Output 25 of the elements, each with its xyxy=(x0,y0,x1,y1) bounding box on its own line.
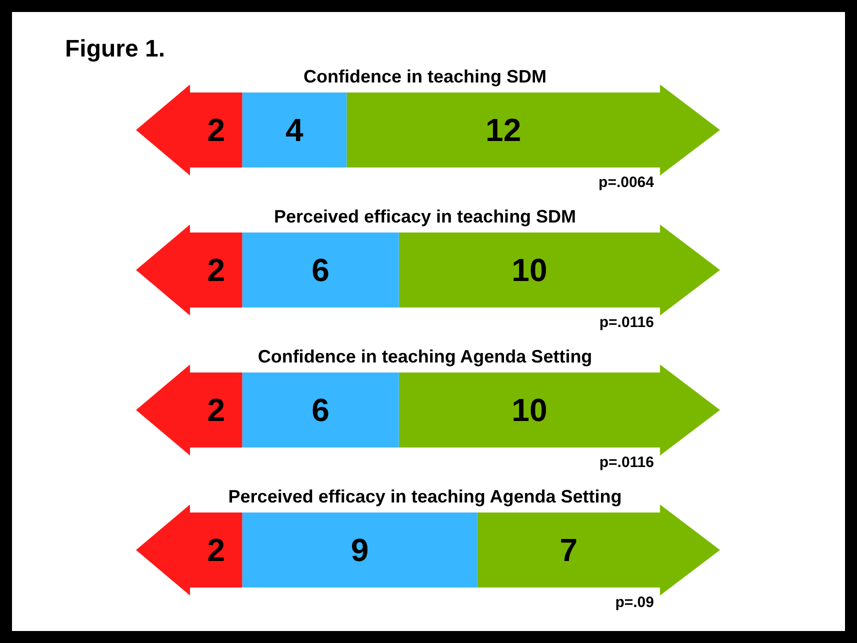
data-label: 10 xyxy=(512,252,548,288)
data-label: 7 xyxy=(560,532,578,568)
data-label: 9 xyxy=(350,532,369,568)
data-label: 10 xyxy=(512,392,548,428)
data-label: 2 xyxy=(207,392,226,428)
annotation: p=.0116 xyxy=(599,454,654,472)
data-label: 6 xyxy=(312,252,330,288)
bar xyxy=(242,512,478,588)
data-label: 4 xyxy=(286,112,304,148)
data-label: 2 xyxy=(207,532,226,568)
y-tick-label: Confidence in teaching SDM xyxy=(303,66,547,86)
data-label: 12 xyxy=(486,112,522,148)
annotation: p=.0064 xyxy=(598,174,655,192)
y-tick-label: Confidence in teaching Agenda Setting xyxy=(258,346,592,366)
text: Figure 1. xyxy=(65,36,166,63)
annotation: p=.0116 xyxy=(599,314,654,332)
data-label: 2 xyxy=(207,112,226,148)
y-tick-label: Perceived efficacy in teaching SDM xyxy=(274,206,576,226)
text: p=.09 xyxy=(615,594,654,612)
data-label: 6 xyxy=(312,392,330,428)
bar xyxy=(242,232,399,308)
data-label: 2 xyxy=(207,252,226,288)
y-tick-label: Perceived efficacy in teaching Agenda Setting xyxy=(228,486,622,506)
bar xyxy=(242,372,399,448)
bar xyxy=(242,92,347,168)
